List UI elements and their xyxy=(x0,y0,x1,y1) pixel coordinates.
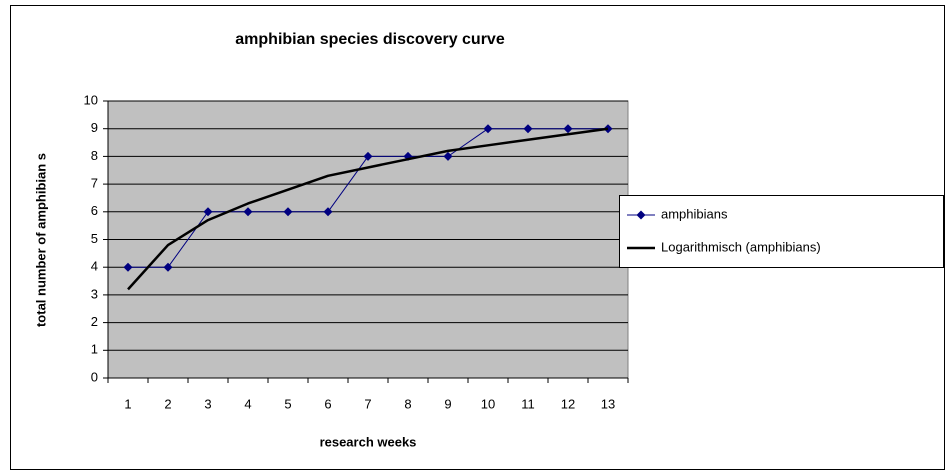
legend-marker xyxy=(636,210,646,220)
x-tick-label: 4 xyxy=(244,396,251,411)
x-tick-label: 1 xyxy=(124,396,131,411)
data-point xyxy=(523,124,533,134)
y-tick-label: 7 xyxy=(91,176,98,191)
data-point xyxy=(203,207,213,217)
data-point xyxy=(283,207,293,217)
y-tick-label: 1 xyxy=(91,342,98,357)
legend-box xyxy=(619,195,944,268)
data-point xyxy=(323,207,333,217)
y-tick-label: 0 xyxy=(91,369,98,384)
legend-label: amphibians xyxy=(661,206,728,221)
y-tick-label: 5 xyxy=(91,231,98,246)
x-tick-label: 9 xyxy=(444,396,451,411)
data-point xyxy=(483,124,493,134)
x-tick-label: 5 xyxy=(284,396,291,411)
x-tick-label: 2 xyxy=(164,396,171,411)
series-line xyxy=(127,127,609,291)
x-tick-label: 8 xyxy=(404,396,411,411)
y-tick-label: 3 xyxy=(91,286,98,301)
chart-title: amphibian species discovery curve xyxy=(235,31,505,48)
x-axis-label: research weeks xyxy=(320,434,417,449)
y-axis-label: total number of amphibian s xyxy=(33,153,48,327)
x-tick-label: 3 xyxy=(204,396,211,411)
data-point xyxy=(443,151,453,161)
data-point xyxy=(243,207,253,217)
y-tick-label: 4 xyxy=(91,259,98,274)
y-tick-label: 10 xyxy=(84,92,98,107)
data-point xyxy=(123,262,133,272)
data-point xyxy=(563,124,573,134)
legend-label: Logarithmisch (amphibians) xyxy=(661,239,821,254)
y-tick-label: 9 xyxy=(91,120,98,135)
x-tick-label: 12 xyxy=(561,396,575,411)
data-point xyxy=(363,151,373,161)
x-tick-label: 10 xyxy=(481,396,495,411)
x-tick-label: 13 xyxy=(601,396,615,411)
y-tick-label: 2 xyxy=(91,314,98,329)
data-point xyxy=(163,262,173,272)
x-tick-label: 7 xyxy=(364,396,371,411)
y-tick-label: 6 xyxy=(91,203,98,218)
y-tick-label: 8 xyxy=(91,148,98,163)
x-tick-label: 6 xyxy=(324,396,331,411)
x-tick-label: 11 xyxy=(521,396,535,411)
